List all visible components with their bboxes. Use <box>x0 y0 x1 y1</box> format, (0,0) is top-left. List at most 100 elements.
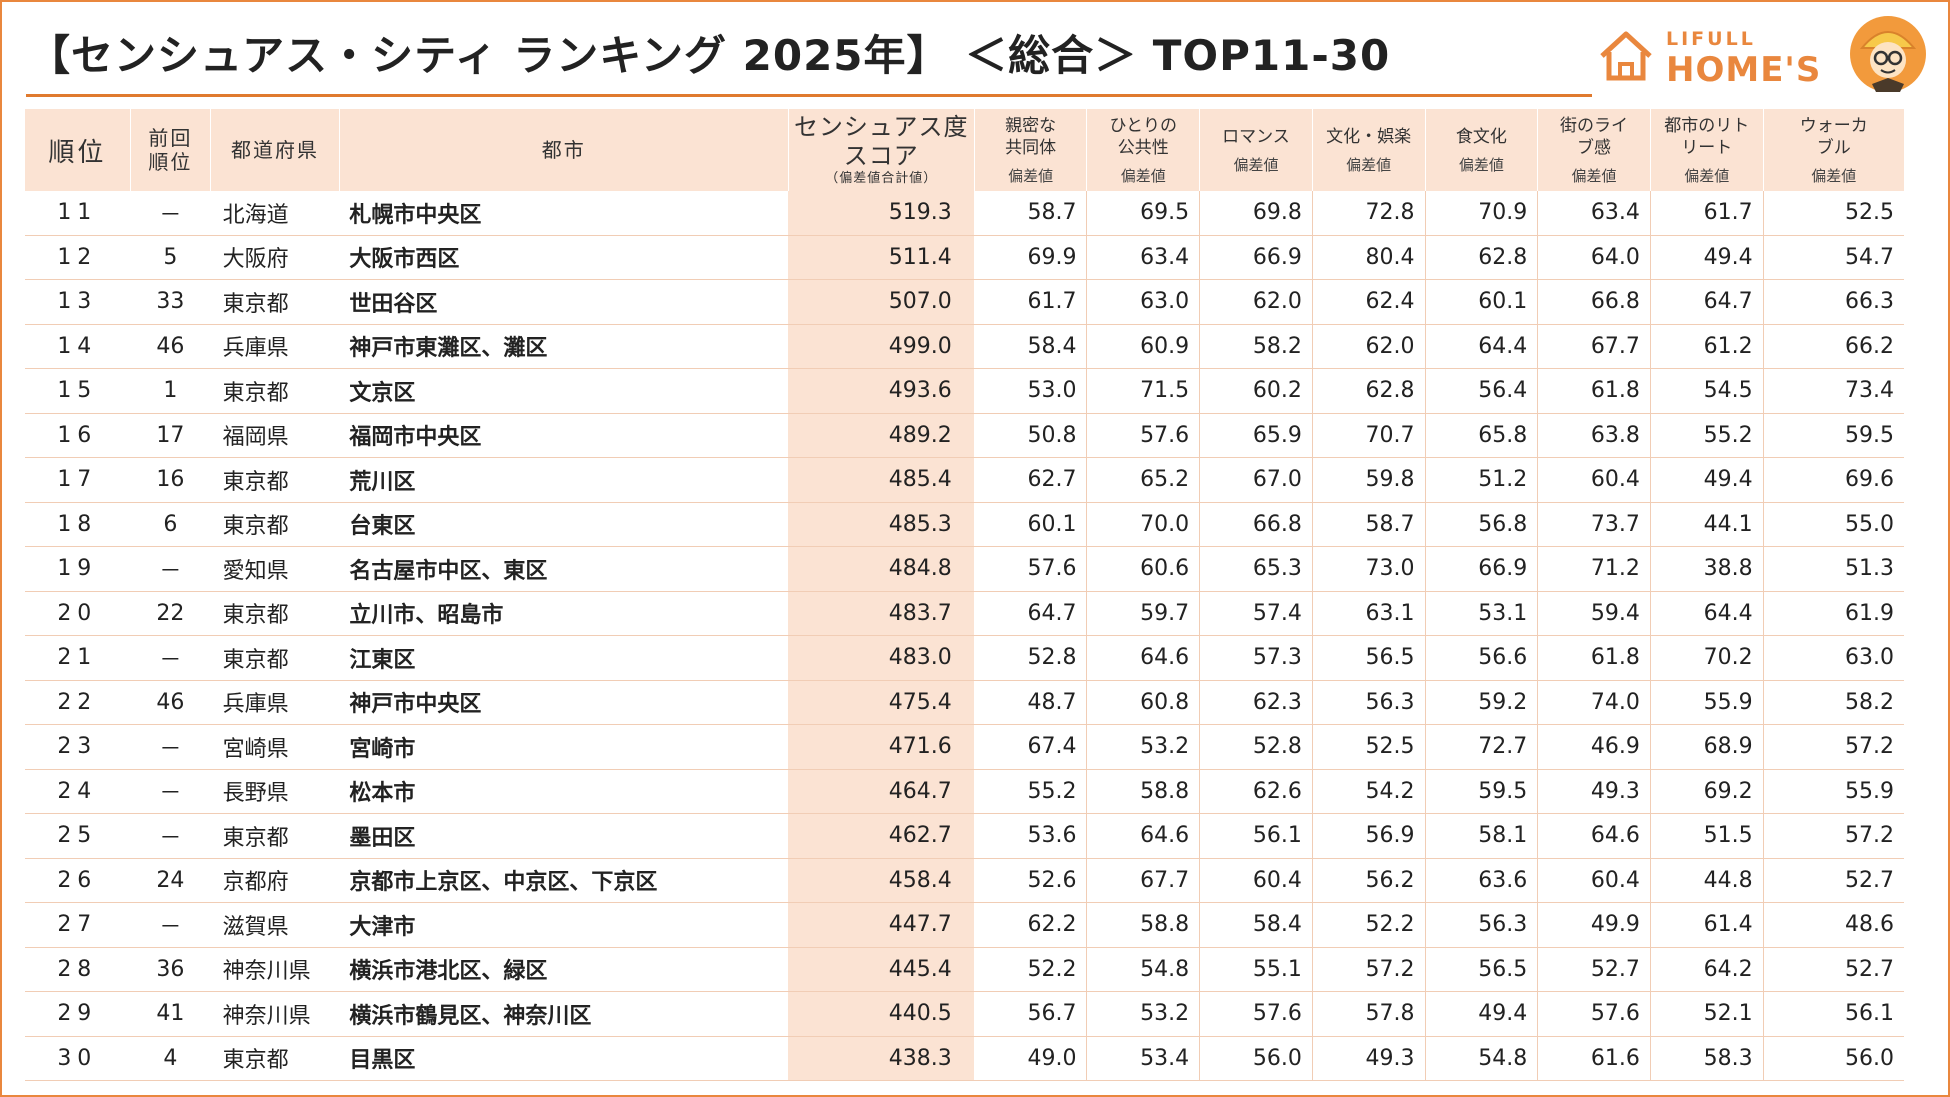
deviation-cell: 70.0 <box>1086 502 1200 547</box>
deviation-cell: 61.4 <box>1649 902 1764 948</box>
deviation-cell: 66.9 <box>1199 235 1313 280</box>
prefecture-cell: 東京都 <box>210 279 340 325</box>
deviation-cell: 58.8 <box>1086 902 1200 948</box>
score-cell: 507.0 <box>788 279 975 325</box>
score-cell: 499.0 <box>788 324 975 369</box>
rank-cell: 22 <box>24 680 131 725</box>
header-city: 都市 <box>338 109 789 191</box>
page-title: 【センシュアス・シティ ランキング 2025年】 ＜総合＞ TOP11-30 <box>28 31 1391 80</box>
deviation-cell: 52.5 <box>1762 191 1904 236</box>
deviation-cell: 57.2 <box>1311 947 1426 992</box>
deviation-cell: 48.7 <box>973 680 1087 725</box>
deviation-cell: 56.1 <box>1199 813 1313 859</box>
deviation-cell: 56.4 <box>1424 368 1538 414</box>
deviation-cell: 54.5 <box>1649 368 1764 414</box>
score-cell: 447.7 <box>788 902 975 948</box>
prefecture-cell: 東京都 <box>210 635 340 681</box>
table-row: 20 22 東京都 立川市、昭島市 483.7 64.7 59.7 57.4 63.1 53.1 5… <box>24 591 1904 636</box>
deviation-cell: 71.5 <box>1086 368 1200 414</box>
prefecture-cell: 兵庫県 <box>210 324 340 369</box>
deviation-cell: 65.3 <box>1199 546 1313 592</box>
deviation-cell: 63.1 <box>1311 591 1426 636</box>
deviation-cell: 62.7 <box>973 457 1087 503</box>
prev-rank-cell: 46 <box>130 324 211 369</box>
deviation-cell: 62.0 <box>1311 324 1426 369</box>
prev-rank-cell: 1 <box>130 368 211 414</box>
rank-cell: 15 <box>24 368 131 414</box>
title-divider <box>26 94 1592 97</box>
table-row: 22 46 兵庫県 神戸市中央区 475.4 48.7 60.8 62.3 56.3 59.2 74… <box>24 680 1904 725</box>
deviation-cell: 44.1 <box>1649 502 1764 547</box>
table-row: 27 －滋賀県 大津市 447.7 62.2 58.8 58.4 52.2 56.3 49.9 61… <box>24 902 1904 948</box>
deviation-cell: 71.2 <box>1537 546 1651 592</box>
score-cell: 483.7 <box>788 591 975 636</box>
logo-homes-text: HOME'S <box>1666 50 1822 90</box>
prefecture-cell: 東京都 <box>210 368 340 414</box>
prev-rank-cell: 5 <box>130 235 211 280</box>
header-prefecture: 都道府県 <box>210 109 340 191</box>
deviation-cell: 54.2 <box>1311 769 1426 814</box>
deviation-cell: 63.0 <box>1762 635 1904 681</box>
rank-cell: 20 <box>24 591 131 636</box>
deviation-cell: 49.4 <box>1424 991 1538 1037</box>
city-cell: 台東区 <box>339 502 789 547</box>
deviation-cell: 73.0 <box>1311 546 1426 592</box>
deviation-cell: 52.8 <box>1199 724 1313 770</box>
deviation-cell: 61.9 <box>1762 591 1904 636</box>
city-cell: 神戸市東灘区、灘区 <box>339 324 789 369</box>
deviation-cell: 56.9 <box>1311 813 1426 859</box>
deviation-cell: 52.5 <box>1311 724 1426 770</box>
deviation-cell: 56.8 <box>1424 502 1538 547</box>
deviation-cell: 57.8 <box>1311 991 1426 1037</box>
deviation-cell: 63.4 <box>1086 235 1200 280</box>
deviation-cell: 61.7 <box>1649 191 1764 236</box>
score-cell: 484.8 <box>788 546 975 592</box>
table-row: 12 5 大阪府 大阪市西区 511.4 69.9 63.4 66.9 80.4 62.8 64.0… <box>24 235 1904 280</box>
score-cell: 475.4 <box>788 680 975 725</box>
prev-rank-cell: 16 <box>130 457 211 503</box>
prefecture-cell: 東京都 <box>210 1036 340 1081</box>
deviation-cell: 69.6 <box>1762 457 1904 503</box>
deviation-cell: 53.2 <box>1086 724 1200 770</box>
deviation-cell: 56.3 <box>1424 902 1538 948</box>
deviation-cell: 52.7 <box>1762 858 1904 903</box>
deviation-cell: 66.2 <box>1762 324 1904 369</box>
deviation-cell: 49.3 <box>1537 769 1651 814</box>
deviation-cell: 59.2 <box>1424 680 1538 725</box>
deviation-cell: 51.3 <box>1762 546 1904 592</box>
deviation-cell: 56.5 <box>1424 947 1538 992</box>
deviation-cell: 56.3 <box>1311 680 1426 725</box>
table-row: 17 16 東京都 荒川区 485.4 62.7 65.2 67.0 59.8 51.2 60.4 4… <box>24 457 1904 503</box>
prefecture-cell: 東京都 <box>210 502 340 547</box>
rank-cell: 30 <box>24 1036 131 1081</box>
deviation-cell: 58.8 <box>1086 769 1200 814</box>
deviation-cell: 54.7 <box>1762 235 1904 280</box>
deviation-cell: 55.0 <box>1762 502 1904 547</box>
deviation-cell: 38.8 <box>1649 546 1764 592</box>
deviation-cell: 58.7 <box>973 191 1087 236</box>
deviation-cell: 63.0 <box>1086 279 1200 325</box>
table-row: 16 17 福岡県 福岡市中央区 489.2 50.8 57.6 65.9 70.7 65.8 63… <box>24 413 1904 458</box>
deviation-cell: 70.9 <box>1424 191 1538 236</box>
prev-rank-cell: 41 <box>130 991 211 1037</box>
deviation-cell: 64.2 <box>1649 947 1764 992</box>
prev-rank-cell: 22 <box>130 591 211 636</box>
score-cell: 483.0 <box>788 635 975 681</box>
prefecture-cell: 北海道 <box>210 191 340 236</box>
deviation-cell: 62.4 <box>1311 279 1426 325</box>
deviation-cell: 64.7 <box>1649 279 1764 325</box>
prev-rank-cell: 46 <box>130 680 211 725</box>
city-cell: 江東区 <box>339 635 789 681</box>
deviation-cell: 64.6 <box>1086 635 1200 681</box>
deviation-cell: 69.9 <box>973 235 1087 280</box>
city-cell: 神戸市中央区 <box>339 680 789 725</box>
deviation-cell: 52.2 <box>1311 902 1426 948</box>
deviation-cell: 65.8 <box>1424 413 1538 458</box>
prev-rank-cell: 24 <box>130 858 211 903</box>
rank-cell: 28 <box>24 947 131 992</box>
table-row: 18 6 東京都 台東区 485.3 60.1 70.0 66.8 58.7 56.8 73.7 44… <box>24 502 1904 547</box>
table-row: 25 －東京都 墨田区 462.7 53.6 64.6 56.1 56.9 58.1 64.6 51… <box>24 813 1904 859</box>
rank-cell: 26 <box>24 858 131 903</box>
deviation-cell: 63.4 <box>1537 191 1651 236</box>
